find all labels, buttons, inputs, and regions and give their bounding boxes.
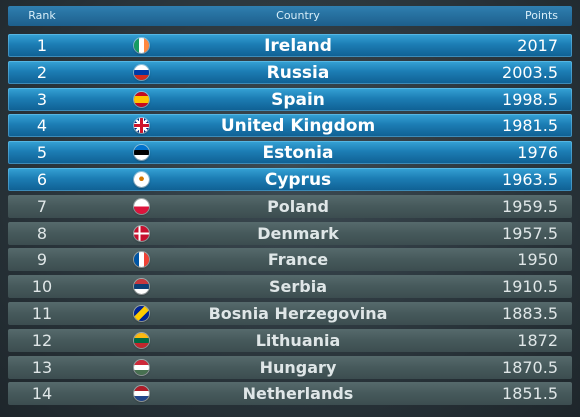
rank-cell: 10 <box>31 277 53 297</box>
rank-header: Rank <box>28 9 56 22</box>
ireland-flag-icon <box>134 38 149 53</box>
denmark-flag-icon <box>134 225 149 241</box>
table-row: 10 Serbia 1910.5 <box>8 275 572 299</box>
table-row: 13 Hungary 1870.5 <box>8 355 572 379</box>
points-cell: 2003.5 <box>502 62 558 82</box>
points-cell: 1998.5 <box>502 89 558 109</box>
country-header: Country <box>276 9 320 22</box>
country-cell: Cyprus <box>264 169 332 190</box>
country-cell: Ireland <box>264 36 332 56</box>
points-cell: 1959.5 <box>502 196 558 216</box>
rank-cell: 12 <box>31 330 53 350</box>
serbia-flag-icon <box>134 279 149 295</box>
points-header: Points <box>524 9 558 22</box>
rank-cell: 2 <box>36 62 48 82</box>
hungary-flag-icon <box>134 359 149 375</box>
rank-cell: 14 <box>31 384 53 404</box>
country-cell: Bosnia Herzegovina <box>208 303 388 323</box>
rank-cell: 3 <box>36 89 48 109</box>
ranking-table: 1 Ireland 2017 2 Russia 2003.5 3 Spain 1… <box>8 34 572 409</box>
country-cell: Denmark <box>257 223 339 243</box>
points-cell: 1872 <box>517 330 558 350</box>
table-row: 5 Estonia 1976 <box>8 141 572 165</box>
rank-cell: 1 <box>36 36 48 55</box>
france-flag-icon <box>134 252 149 268</box>
rank-cell: 13 <box>31 357 53 377</box>
points-cell: 1963.5 <box>502 169 558 189</box>
table-row: 11 Bosnia Herzegovina 1883.5 <box>8 301 572 325</box>
points-cell: 1870.5 <box>502 357 558 377</box>
rank-cell: 8 <box>36 223 48 243</box>
rank-cell: 9 <box>36 250 48 270</box>
table-row: 7 Poland 1959.5 <box>8 194 572 218</box>
table-header: Rank Country Points <box>8 6 572 26</box>
cyprus-flag-icon <box>134 171 149 187</box>
bosnia-flag-icon <box>134 305 149 321</box>
points-cell: 1883.5 <box>502 303 558 323</box>
estonia-flag-icon <box>134 145 149 161</box>
poland-flag-icon <box>134 198 149 214</box>
country-cell: Lithuania <box>255 330 341 350</box>
country-cell: Hungary <box>259 357 337 377</box>
table-row: 9 France 1950 <box>8 248 572 272</box>
country-cell: Russia <box>266 62 330 83</box>
points-cell: 1957.5 <box>502 223 558 243</box>
russia-flag-icon <box>134 64 149 80</box>
country-cell: Estonia <box>262 143 334 164</box>
points-cell: 1851.5 <box>502 384 558 404</box>
rank-cell: 6 <box>36 169 48 189</box>
country-cell: Netherlands <box>242 384 354 404</box>
points-cell: 1976 <box>517 143 558 163</box>
table-row: 4 United Kingdom 1981.5 <box>8 114 572 138</box>
country-cell: Spain <box>271 89 325 110</box>
uk-flag-icon <box>134 118 149 134</box>
points-cell: 1910.5 <box>502 277 558 297</box>
netherlands-flag-icon <box>134 386 149 402</box>
points-cell: 1981.5 <box>502 116 558 136</box>
points-cell: 2017 <box>517 36 558 55</box>
country-cell: United Kingdom <box>220 116 376 137</box>
country-cell: Serbia <box>269 277 327 297</box>
points-cell: 1950 <box>517 250 558 270</box>
table-row: 3 Spain 1998.5 <box>8 87 572 111</box>
country-cell: France <box>267 250 329 270</box>
table-row: 6 Cyprus 1963.5 <box>8 167 572 191</box>
table-row: 1 Ireland 2017 <box>8 34 572 57</box>
table-row: 12 Lithuania 1872 <box>8 328 572 352</box>
country-cell: Poland <box>267 196 329 216</box>
table-row: 2 Russia 2003.5 <box>8 60 572 84</box>
rank-cell: 4 <box>36 116 48 136</box>
spain-flag-icon <box>134 91 149 107</box>
table-row: 8 Denmark 1957.5 <box>8 221 572 245</box>
rank-cell: 11 <box>31 303 53 323</box>
lithuania-flag-icon <box>134 332 149 348</box>
rank-cell: 5 <box>36 143 48 163</box>
rank-cell: 7 <box>36 196 48 216</box>
table-row: 14 Netherlands 1851.5 <box>8 382 572 406</box>
